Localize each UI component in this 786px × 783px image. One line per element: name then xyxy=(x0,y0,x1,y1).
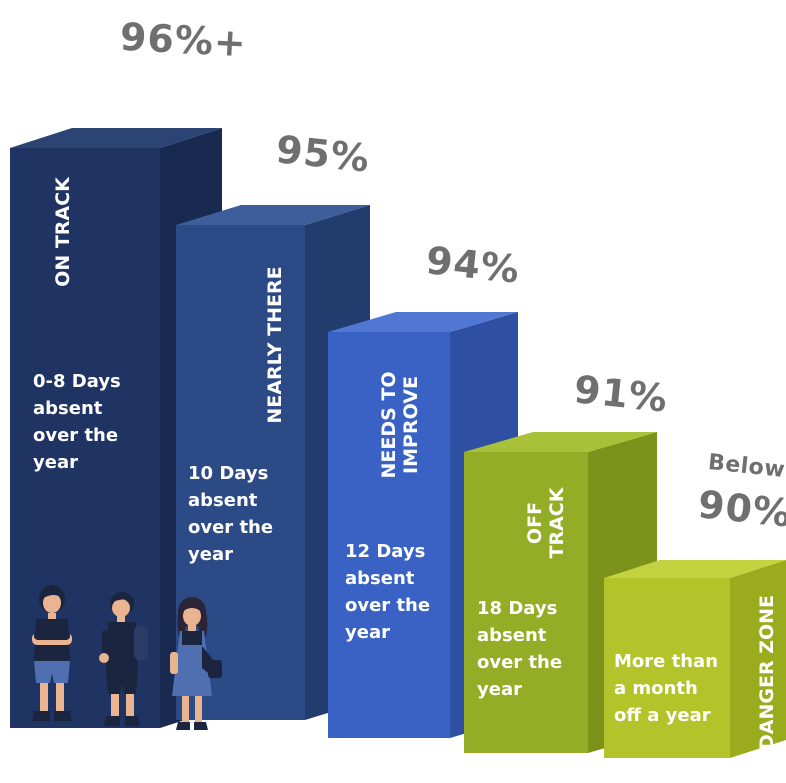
bar-on-track-top xyxy=(10,128,222,148)
bar-danger-zone-top xyxy=(604,560,786,578)
bar-nearly-there-top xyxy=(176,205,370,225)
status-nearly-there: NEARLY THERE xyxy=(264,266,286,424)
description-nearly-there: 10 Days absent over the year xyxy=(188,463,274,565)
bar-off-track-top xyxy=(464,432,657,452)
status-danger-zone: DANGER ZONE xyxy=(756,594,778,750)
bar-danger-zone-side xyxy=(730,560,786,758)
bar-off-track-front xyxy=(464,452,588,753)
bar-needs-to-improve-front xyxy=(328,332,450,738)
status-needs-to-improve: NEEDS TO IMPROVE xyxy=(378,371,422,479)
description-needs-to-improve: 12 Days absent over the year xyxy=(345,541,431,643)
bar-danger-zone-front xyxy=(604,578,730,758)
description-off-track: 18 Days absent over the year xyxy=(477,598,563,700)
status-off-track: OFF TRACK xyxy=(524,487,568,559)
description-on-track: 0-8 Days absent over the year xyxy=(33,371,121,473)
percent-on-track: 96%+ xyxy=(118,14,248,66)
description-danger-zone: More than a month off a year xyxy=(614,651,719,726)
student-girl-icon xyxy=(170,597,222,730)
bar-danger-zone xyxy=(604,560,786,758)
student-boy-arms-crossed-icon xyxy=(32,585,72,721)
student-boy-backpack-icon xyxy=(99,592,148,726)
bar-needs-to-improve-top xyxy=(328,312,518,332)
status-on-track: ON TRACK xyxy=(52,177,74,287)
